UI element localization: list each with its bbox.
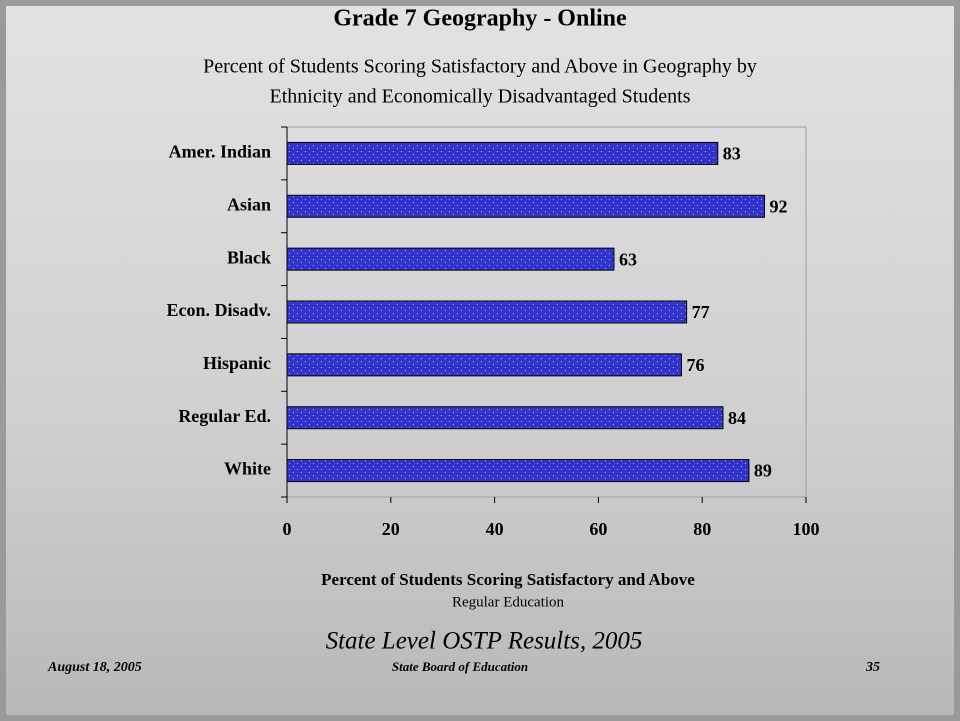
value-label: 83: [723, 144, 741, 164]
footer-source: State Board of Education: [392, 659, 528, 674]
value-label: 92: [769, 196, 787, 216]
value-label: 76: [686, 355, 704, 375]
bar: [286, 300, 688, 324]
x-tick-label: 20: [382, 519, 400, 539]
x-tick-label: 100: [793, 519, 820, 539]
y-tick-label: Regular Ed.: [178, 406, 271, 426]
x-axis-label: Percent of Students Scoring Satisfactory…: [321, 570, 695, 589]
y-tick-label: Black: [227, 247, 271, 267]
footer-date: August 18, 2005: [47, 660, 142, 675]
y-tick-label: Asian: [227, 194, 271, 214]
value-label: 84: [728, 408, 746, 428]
y-tick-label: Amer. Indian: [169, 142, 271, 162]
value-label: 77: [692, 302, 710, 322]
x-tick-label: 0: [283, 519, 292, 539]
chart-subtitle: Ethnicity and Economically Disadvantaged…: [269, 86, 690, 108]
value-label: 63: [619, 249, 637, 269]
x-tick-label: 40: [486, 519, 504, 539]
chart-title: Grade 7 Geography - Online: [333, 6, 627, 32]
bar: [286, 353, 682, 377]
y-tick-label: Econ. Disadv.: [166, 300, 271, 320]
bar: [286, 459, 750, 483]
y-tick-label: White: [224, 459, 271, 479]
page-number: 35: [865, 660, 880, 675]
value-label: 89: [754, 461, 772, 481]
footer-heading: State Level OSTP Results, 2005: [326, 628, 643, 655]
chart-subtitle: Percent of Students Scoring Satisfactory…: [203, 56, 757, 78]
x-tick-label: 60: [589, 519, 607, 539]
x-axis-sublabel: Regular Education: [452, 594, 565, 610]
bar: [286, 406, 724, 430]
x-tick-label: 80: [693, 519, 711, 539]
bar: [286, 141, 719, 165]
bar: [286, 247, 615, 271]
y-tick-label: Hispanic: [203, 353, 271, 373]
bar: [286, 194, 765, 218]
